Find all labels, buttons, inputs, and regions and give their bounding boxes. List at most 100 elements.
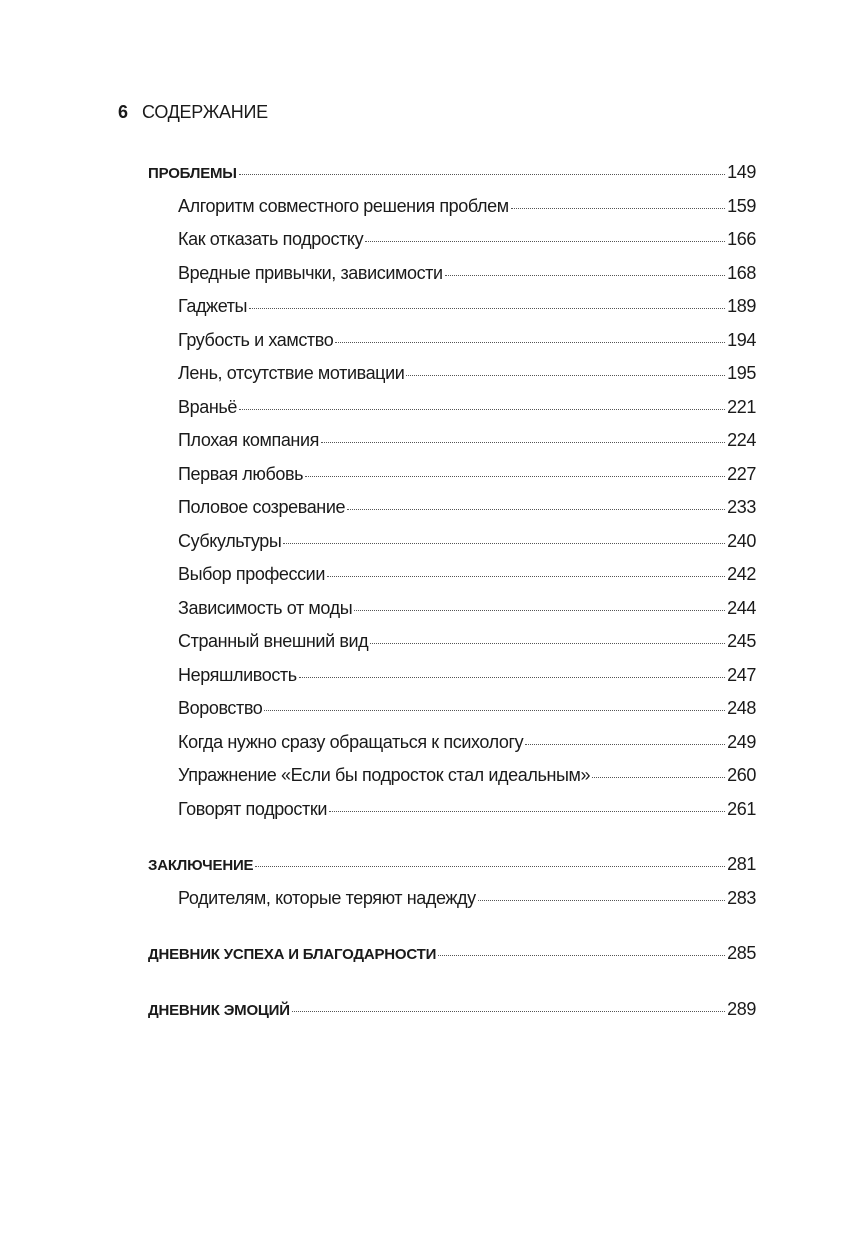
toc-entry[interactable]: Зависимость от моды 244 [148,598,756,632]
toc-section[interactable]: ДНЕВНИК ЭМОЦИЙ 289 [148,999,756,1033]
toc-entry[interactable]: Гаджеты 189 [148,296,756,330]
entry-page: 244 [727,597,756,618]
dot-leader [283,542,726,544]
dot-leader [326,576,726,577]
entry-page: 283 [727,887,756,908]
toc-entry[interactable]: Враньё 221 [148,397,756,431]
entry-page: 166 [727,229,756,249]
entry-page: 247 [727,664,756,685]
entry-title: Лень, отсутствие мотивации [178,363,405,383]
toc-entry[interactable]: Алгоритм совместного решения проблем 159 [148,196,756,230]
entry-page: 289 [727,998,756,1019]
entry-page: 224 [727,430,756,450]
dot-leader [354,609,726,611]
entry-title: Враньё [178,396,237,417]
entry-page: 281 [727,854,756,874]
entry-title: Половое созревание [178,497,346,517]
dot-leader [406,375,726,376]
toc-entry[interactable]: Половое созревание 233 [148,497,756,531]
dot-leader [255,866,726,867]
toc-section[interactable]: ДНЕВНИК УСПЕХА И БЛАГОДАРНОСТИ 285 [148,943,756,977]
dot-leader [329,810,726,812]
dot-leader [320,442,726,443]
toc-entry[interactable]: Выбор профессии 242 [148,564,756,598]
entry-title: Зависимость от моды [178,597,353,618]
dot-leader [370,643,726,644]
toc-entry[interactable]: Упражнение «Если бы подросток стал идеал… [148,765,756,799]
entry-title: Плохая компания [178,430,319,450]
entry-title: Гаджеты [178,296,248,316]
toc-entry[interactable]: Лень, отсутствие мотивации 195 [148,363,756,397]
entry-page: 261 [727,798,756,819]
dot-leader [264,710,726,711]
entry-title: Странный внешний вид [178,631,369,651]
dot-leader [335,341,726,343]
entry-page: 242 [727,564,756,584]
entry-page: 221 [727,396,756,417]
section-gap [148,832,756,854]
entry-page: 159 [727,195,756,216]
dot-leader [510,207,726,209]
entry-title: Упражнение «Если бы подросток стал идеал… [178,765,591,785]
dot-leader [438,955,726,956]
entry-title: Вредные привычки, зависимости [178,262,443,283]
toc-entry[interactable]: Говорят подростки 261 [148,799,756,833]
entry-title: Первая любовь [178,463,304,484]
dot-leader [525,743,726,745]
toc-entry[interactable]: Родителям, которые теряют надежду 283 [148,888,756,922]
page-number: 6 [118,102,129,122]
entry-page: 227 [727,463,756,484]
toc-entry[interactable]: Неряшливость 247 [148,665,756,699]
toc-entry[interactable]: Плохая компания 224 [148,430,756,464]
toc-entry[interactable]: Как отказать подростку 166 [148,229,756,263]
dot-leader [298,676,726,678]
entry-title: Субкультуры [178,530,282,551]
entry-title: Воровство [178,698,263,718]
toc-entry[interactable]: Грубость и хамство 194 [148,330,756,364]
entry-page: 245 [727,631,756,651]
entry-title: Как отказать подростку [178,229,364,249]
toc-entry[interactable]: Вредные привычки, зависимости 168 [148,263,756,297]
toc-entry[interactable]: Первая любовь 227 [148,464,756,498]
toc-section[interactable]: ЗАКЛЮЧЕНИЕ 281 [148,854,756,888]
entry-page: 168 [727,262,756,283]
dot-leader [365,241,726,242]
toc-entry[interactable]: Когда нужно сразу обращаться к психологу… [148,732,756,766]
entry-page: 249 [727,731,756,752]
entry-title: ПРОБЛЕМЫ [148,165,237,182]
dot-leader [291,1010,726,1012]
entry-title: ЗАКЛЮЧЕНИЕ [148,857,254,874]
entry-title: Неряшливость [178,664,297,685]
dot-leader [238,408,726,410]
entry-title: Алгоритм совместного решения проблем [178,195,509,216]
running-header: 6 СОДЕРЖАНИЕ [118,102,268,123]
entry-page: 240 [727,530,756,551]
entry-page: 149 [727,162,756,182]
section-gap [148,977,756,999]
entry-title: Когда нужно сразу обращаться к психологу [178,731,524,752]
table-of-contents: ПРОБЛЕМЫ 149 Алгоритм совместного решения … [148,162,756,1032]
entry-page: 285 [727,943,756,963]
toc-entry[interactable]: Странный внешний вид 245 [148,631,756,665]
dot-leader [249,308,726,309]
section-gap [148,921,756,943]
entry-page: 233 [727,497,756,517]
entry-title: Говорят подростки [178,798,327,819]
entry-page: 189 [727,296,756,316]
entry-page: 260 [727,765,756,785]
dot-leader [592,777,726,778]
toc-entry[interactable]: Воровство 248 [148,698,756,732]
entry-title: ДНЕВНИК УСПЕХА И БЛАГОДАРНОСТИ [148,946,437,963]
running-title: СОДЕРЖАНИЕ [142,102,268,122]
entry-title: ДНЕВНИК ЭМОЦИЙ [148,1001,290,1019]
dot-leader [305,475,726,477]
toc-section[interactable]: ПРОБЛЕМЫ 149 [148,162,756,196]
dot-leader [444,274,726,276]
toc-entry[interactable]: Субкультуры 240 [148,531,756,565]
entry-title: Выбор профессии [178,564,325,584]
entry-title: Грубость и хамство [178,329,334,350]
dot-leader [477,899,726,901]
entry-title: Родителям, которые теряют надежду [178,887,476,908]
dot-leader [347,509,726,510]
entry-page: 195 [727,363,756,383]
